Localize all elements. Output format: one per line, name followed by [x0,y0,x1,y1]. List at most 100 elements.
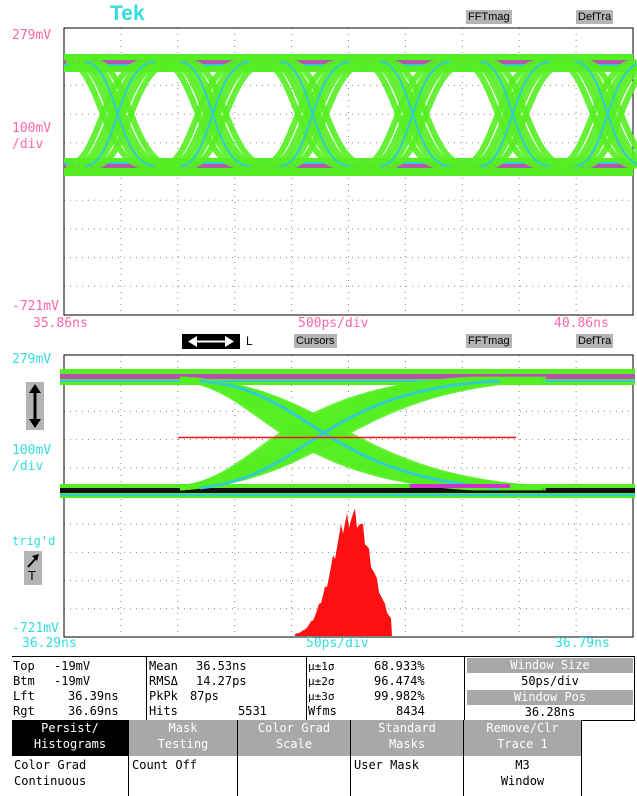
eye-crossing-trace [555,59,637,169]
eye-pattern-overview [64,54,637,176]
mask-testing-button[interactable]: Mask Testing Count Off [129,720,238,796]
top-x-scale-label: 500ps/div [298,316,369,331]
bot-y-scale-unit: /div [12,459,44,474]
vertical-position-handle[interactable] [26,382,44,430]
deftra-tag-2[interactable]: DefTra [576,334,614,348]
eye-crossing-trace [563,60,637,169]
jitter-histogram [295,508,392,636]
eye-crossing-trace [268,59,350,169]
bot-x-scale-label: 50ps/div [306,636,369,651]
sigma1-label: μ±1σ [308,660,335,673]
col-divider-3 [464,657,465,721]
rms-label: RMSΔ [149,674,178,688]
eye-crossing-trace [388,59,470,169]
bot-y-top-label: 279mV [12,352,52,367]
rms-value: 14.27ps [196,674,247,688]
lft-value: 36.39ns [68,689,119,703]
eye-crossing-trace [460,59,542,169]
bot-y-bottom-label: -721mV [12,621,59,636]
standard-masks-value: User Mask [354,758,420,772]
bottom-waveform-display [60,354,635,638]
window-size-label: Window Size [467,658,633,673]
mean-label: Mean [149,659,178,673]
top-y-scale-unit: /div [12,137,44,152]
bot-x-right-label: 36.79ns [555,636,610,651]
trigger-marker[interactable]: T [24,551,42,585]
eye-crossing-core [279,61,351,167]
sigma2-value: 96.474% [374,674,425,688]
color-grad-scale-button[interactable]: Color Grad Scale [238,720,351,796]
eye-crossing-trace [85,59,167,169]
mask-testing-value: Count Off [132,758,198,772]
remove-clr-trace-button[interactable]: Remove/Clr Trace 1 M3 Window [464,720,582,796]
eye-crossing-trace [260,59,342,169]
measurement-readout: Top -19mV Btm -19mV Lft 36.39ns Rgt 36.6… [12,656,635,721]
btm-label: Btm [13,674,35,688]
remove-clr-trace-value: M3 Window [500,758,545,788]
eye-crossing-trace [488,59,570,169]
fftmag-tag-2[interactable]: FFTmag [466,334,512,348]
mask-testing-label: Mask Testing [129,720,237,756]
eye-crossing-trace [180,59,262,169]
hits-value: 5531 [238,704,267,718]
top-label: Top [13,659,35,673]
wfms-label: Wfms [308,704,337,718]
eye-crossing-trace [65,59,147,169]
eye-crossing-trace [360,59,442,169]
rgt-label: Rgt [13,704,35,718]
col-divider-4 [634,657,635,721]
rgt-value: 36.69ns [68,704,119,718]
eye-crossing-trace [160,59,242,169]
pkpk-label: PkPk [149,689,178,703]
eye-crossing-trace [368,59,450,169]
eye-crossing-core [84,61,156,167]
eye-crossing-trace [575,66,637,169]
eye-crossing-core [479,61,551,167]
bot-x-left-label: 36.29ns [22,636,77,651]
eye-crossing-trace [288,59,370,169]
standard-masks-label: Standard Masks [351,720,463,756]
deftra-tag[interactable]: DefTra [576,10,614,24]
eye-crossing-trace [188,59,270,169]
mean-value: 36.53ns [196,659,247,673]
persist-histograms-label: Persist/ Histograms [12,720,128,756]
top-waveform-display [63,27,637,316]
arrow-mode-label: L [246,334,253,348]
btm-value: -19mV [54,674,91,688]
eye-crossing-core [379,61,451,167]
upper-rail-core [60,374,635,379]
pkpk-value: 87ps [190,689,219,703]
eye-crossing-core [199,379,501,490]
brand-logo: Tek [110,2,145,25]
window-pos-label: Window Pos [467,690,633,705]
eye-crossing-trace [168,59,250,169]
upper-rail-edge [60,380,635,382]
sigma3-value: 99.982% [374,689,425,703]
top-y-scale-label: 100mV [12,121,52,136]
cursors-tag[interactable]: Cursors [294,334,337,348]
hits-label: Hits [149,704,178,718]
horizontal-arrow-icon[interactable] [182,334,240,349]
top-y-top-label: 279mV [12,28,52,43]
top-x-right-label: 40.86ns [554,316,609,331]
fftmag-tag[interactable]: FFTmag [466,10,512,24]
top-panel: Tek FFTmag DefTra 279mV 100mV /div -721m… [0,0,637,340]
eye-pattern-zoom [60,369,635,636]
trigger-marker-label: T [28,568,36,583]
window-size-value[interactable]: 50ps/div [467,674,633,689]
top-value: -19mV [54,659,91,673]
eye-crossing-core [574,62,637,167]
eye-crossing-core [179,61,251,167]
eye-crossing-trace [468,59,550,169]
col-divider-2 [306,657,307,721]
sigma3-label: μ±3σ [308,690,335,703]
standard-masks-button[interactable]: Standard Masks User Mask [351,720,464,796]
window-pos-value[interactable]: 36.28ns [467,705,633,720]
eye-crossing-trace [480,59,562,169]
double-arrow-icon [188,336,234,347]
persist-histograms-button[interactable]: Persist/ Histograms Color Grad Continuou… [12,720,129,796]
lower-rail-core [60,488,635,493]
mid-bar: L Cursors FFTmag DefTra [0,332,637,350]
sigma2-label: μ±2σ [308,675,335,688]
lft-label: Lft [13,689,35,703]
